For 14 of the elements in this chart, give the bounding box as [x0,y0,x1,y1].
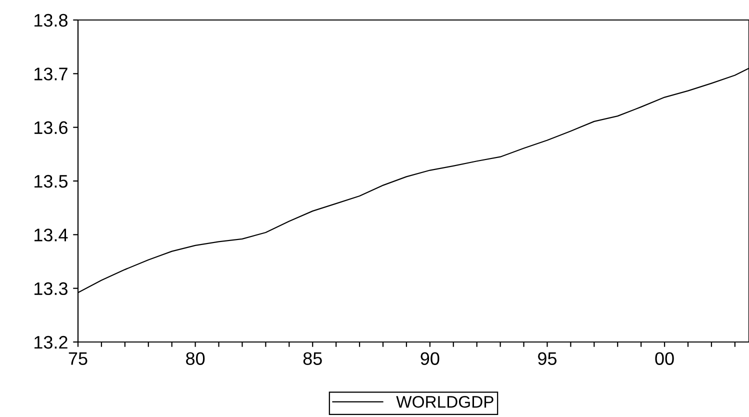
x-tick-label: 90 [420,352,440,365]
legend-label: WORLDGDP [396,396,494,408]
x-tick-label: 85 [303,352,322,365]
x-tick-label: 75 [68,352,88,365]
y-tick-label: 13.7 [34,68,68,80]
y-tick-label: 13.8 [34,14,68,27]
x-tick-label: 00 [655,352,674,365]
x-tick-label: 95 [538,352,557,365]
x-tick-label: 80 [186,352,205,365]
y-tick-label: 13.4 [34,228,68,242]
y-tick-label: 13.2 [34,336,68,349]
y-tick-label: 13.5 [34,174,68,188]
y-tick-label: 13.6 [34,121,68,134]
y-tick-label: 13.3 [34,282,68,296]
